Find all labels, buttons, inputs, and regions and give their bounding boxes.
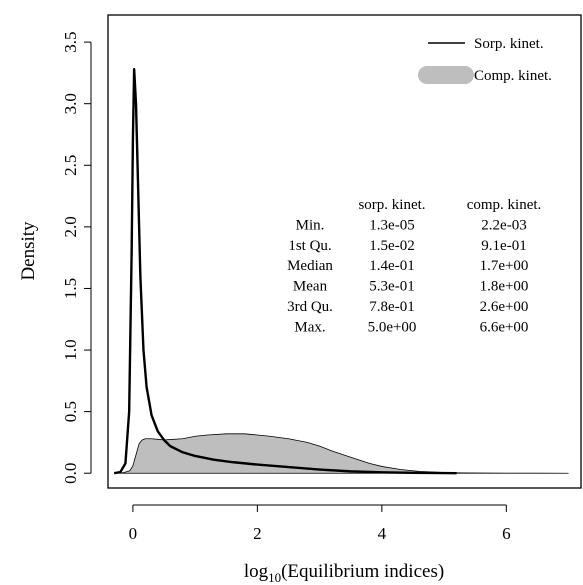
summary-column-header: comp. kinet. [467, 197, 542, 213]
x-axis-title: log10(Equilibrium indices) [244, 561, 444, 585]
summary-row-label: Max. [294, 319, 325, 335]
summary-table: sorp. kinet. comp. kinet. Min. 1.3e-05 2.2e-… [287, 197, 541, 335]
summary-cell: 1.7e+00 [480, 258, 529, 274]
x-axis-title-subscript: 10 [268, 570, 281, 585]
summary-cell: 1.4e-01 [369, 258, 414, 274]
summary-row-label: 3rd Qu. [287, 299, 333, 315]
legend-fill-swatch [418, 66, 474, 84]
x-tick-label: 0 [129, 524, 138, 543]
summary-row-label: Median [287, 258, 333, 274]
summary-cell: 2.2e-03 [481, 217, 526, 233]
summary-row-label: Min. [296, 217, 325, 233]
plot-frame [107, 14, 582, 489]
y-tick-label: 1.5 [61, 278, 80, 299]
y-tick-label: 2.5 [61, 155, 80, 176]
legend-label: Sorp. kinet. [474, 36, 544, 52]
y-tick-label: 2.0 [61, 216, 80, 237]
y-tick-label: 0.5 [61, 401, 80, 422]
x-axis-title-main: log [244, 561, 269, 582]
legend: Sorp. kinet. Comp. kinet. [418, 36, 552, 84]
series-sorp-kinet-line [113, 68, 457, 475]
summary-cell: 1.8e+00 [480, 279, 529, 295]
summary-cell: 5.0e+00 [368, 319, 417, 335]
summary-row-label: Mean [293, 279, 328, 295]
summary-cell: 6.6e+00 [480, 319, 529, 335]
summary-column-header: sorp. kinet. [358, 197, 425, 213]
summary-cell: 7.8e-01 [369, 299, 414, 315]
x-tick-label: 2 [253, 524, 262, 543]
x-axis-title-rest: (Equilibrium indices) [281, 561, 444, 582]
summary-row-label: 1st Qu. [288, 238, 331, 254]
summary-cell: 1.3e-05 [369, 217, 414, 233]
summary-cell: 5.3e-01 [369, 279, 414, 295]
x-tick-label: 4 [378, 524, 387, 543]
summary-cell: 2.6e+00 [480, 299, 529, 315]
y-axis-title: Density [18, 221, 39, 281]
legend-label: Comp. kinet. [474, 68, 552, 84]
y-tick-label: 3.0 [61, 93, 80, 114]
y-tick-label: 1.0 [61, 339, 80, 360]
summary-cell: 1.5e-02 [369, 238, 414, 254]
y-tick-label: 3.5 [61, 31, 80, 52]
axes-layer: 0 2 4 6 0.0 0.5 1.0 1.5 2.0 2.5 3.0 3.5 [61, 31, 511, 543]
x-tick-label: 6 [502, 524, 511, 543]
series-comp-kinet-area [114, 433, 569, 474]
summary-cell: 9.1e-01 [481, 238, 526, 254]
y-tick-label: 0.0 [61, 463, 80, 484]
plot-layer [113, 68, 569, 475]
